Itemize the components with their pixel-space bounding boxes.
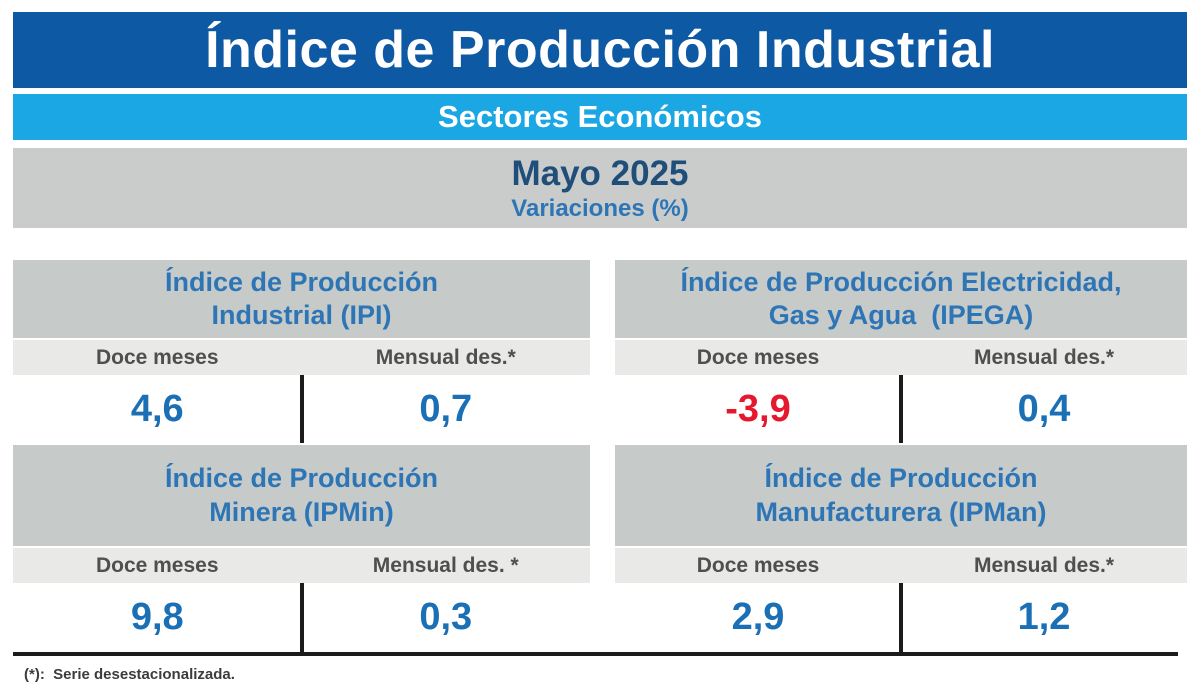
card-ipman-label-doce-meses: Doce meses — [696, 553, 820, 577]
period-label: Mayo 2025 — [511, 153, 689, 193]
card-ipmin-column-labels: Doce meses Mensual des. * — [13, 548, 590, 583]
card-ipman-value-doce-meses: 2,9 — [731, 596, 785, 638]
card-ipmin-title-line1: Índice de Producción — [164, 463, 439, 494]
card-ipmin-value-doce-meses: 9,8 — [130, 596, 184, 638]
card-ipi-value-doce-meses: 4,6 — [130, 387, 184, 430]
card-ipman-values: 2,9 1,2 — [615, 583, 1187, 652]
page-title: Índice de Producción Industrial — [205, 21, 995, 79]
card-ipega-label-mensual-des: Mensual des.* — [973, 345, 1115, 369]
card-ipi-title: Índice de Producción Industrial (IPI) — [13, 260, 590, 338]
card-ipman: Índice de Producción Manufacturera (IPMa… — [615, 445, 1187, 652]
main-title-banner: Índice de Producción Industrial — [13, 12, 1187, 88]
card-ipman-label-mensual-des: Mensual des.* — [973, 553, 1115, 577]
subtitle: Sectores Económicos — [438, 99, 762, 134]
card-ipi-label-doce-meses: Doce meses — [95, 345, 219, 369]
card-ipi-column-labels: Doce meses Mensual des.* — [13, 340, 590, 375]
card-ipega-value-doce-meses: -3,9 — [725, 387, 791, 430]
card-ipmin-value-mensual-des: 0,3 — [419, 596, 473, 638]
card-ipman-values-divider — [899, 583, 903, 652]
card-ipmin-label-doce-meses: Doce meses — [95, 553, 219, 577]
card-ipmin-label-mensual-des: Mensual des. * — [372, 553, 519, 577]
card-ipega-label-doce-meses: Doce meses — [696, 345, 820, 369]
footnote: (*): Serie desestacionalizada. — [24, 666, 235, 683]
card-ipega-values-divider — [899, 375, 903, 443]
card-ipman-title: Índice de Producción Manufacturera (IPMa… — [615, 445, 1187, 546]
card-ipi-title-line2: Industrial (IPI) — [211, 300, 392, 330]
card-ipi-values-divider — [299, 375, 304, 443]
card-ipman-value-mensual-des: 1,2 — [1017, 596, 1071, 638]
card-ipi-label-mensual-des: Mensual des.* — [375, 345, 516, 369]
card-ipmin-values: 9,8 0,3 — [13, 583, 590, 652]
card-ipi-values: 4,6 0,7 — [13, 375, 590, 443]
card-ipmin: Índice de Producción Minera (IPMin) Doce… — [13, 445, 590, 652]
card-ipega-values: -3,9 0,4 — [615, 375, 1187, 443]
card-ipi: Índice de Producción Industrial (IPI) Do… — [13, 260, 590, 443]
card-ipmin-title: Índice de Producción Minera (IPMin) — [13, 445, 590, 546]
card-ipman-column-labels: Doce meses Mensual des.* — [615, 548, 1187, 583]
card-ipega: Índice de Producción Electricidad, Gas y… — [615, 260, 1187, 443]
card-ipega-column-labels: Doce meses Mensual des.* — [615, 340, 1187, 375]
card-ipmin-values-divider — [299, 583, 304, 652]
card-ipi-value-mensual-des: 0,7 — [419, 387, 473, 430]
card-ipman-title-line2: Manufacturera (IPMan) — [755, 496, 1047, 527]
period-band: Mayo 2025 Variaciones (%) — [13, 148, 1187, 228]
card-ipi-title-line1: Índice de Producción — [164, 266, 439, 297]
card-ipega-title-line1: Índice de Producción Electricidad, — [680, 266, 1122, 297]
card-ipega-title: Índice de Producción Electricidad, Gas y… — [615, 260, 1187, 338]
card-ipman-title-line1: Índice de Producción — [764, 463, 1038, 494]
subtitle-banner: Sectores Económicos — [13, 94, 1187, 140]
card-ipega-value-mensual-des: 0,4 — [1017, 387, 1071, 430]
bottom-divider-line — [13, 652, 1178, 656]
card-ipmin-title-line2: Minera (IPMin) — [209, 496, 394, 527]
measure-label: Variaciones (%) — [511, 194, 689, 222]
card-ipega-title-line2: Gas y Agua (IPEGA) — [768, 300, 1034, 330]
